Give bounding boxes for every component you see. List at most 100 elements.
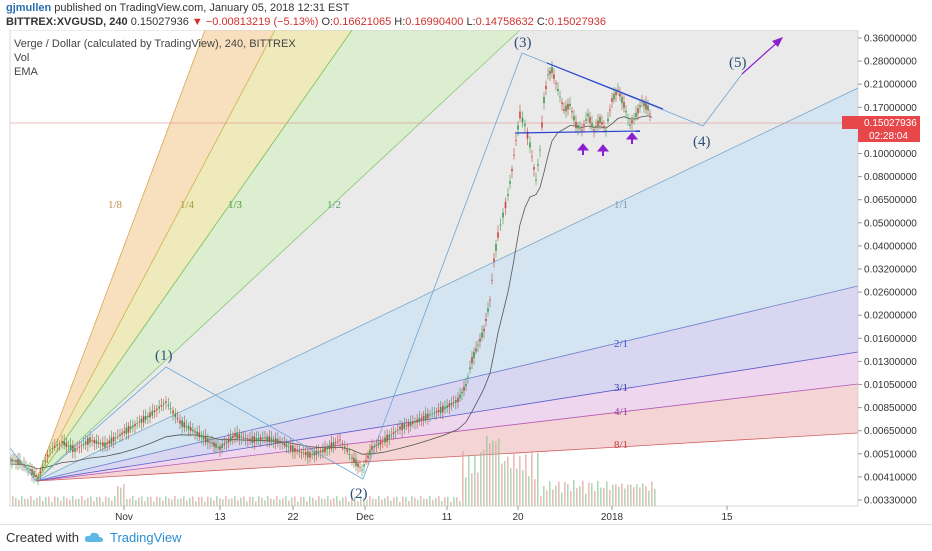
candle-body	[357, 463, 359, 468]
volume-bar	[249, 496, 251, 506]
volume-bar	[636, 484, 638, 506]
volume-bar	[621, 483, 623, 506]
volume-bar	[624, 488, 626, 506]
volume-bar	[192, 496, 194, 506]
candle-body	[487, 308, 489, 312]
volume-bar	[87, 497, 89, 506]
candle-body	[19, 459, 21, 465]
volume-bar	[609, 490, 611, 506]
candle-body	[593, 129, 595, 131]
candle-body	[215, 443, 217, 448]
candle-body	[194, 431, 196, 433]
x-tick-label: 20	[512, 512, 524, 523]
y-tick-label: 0.00650000	[864, 426, 917, 437]
candle-body	[575, 121, 577, 129]
volume-bar	[246, 501, 248, 506]
volume-bar	[120, 487, 122, 506]
candle-body	[209, 441, 211, 443]
volume-bar	[411, 496, 413, 506]
candle-body	[609, 109, 611, 111]
candle-body	[647, 105, 649, 111]
candle-body	[78, 446, 81, 448]
volume-bar	[42, 500, 44, 506]
candle-body	[619, 93, 621, 97]
volume-bar	[15, 497, 17, 506]
volume-bar	[336, 496, 338, 506]
candle-body	[519, 111, 521, 119]
candle-body	[607, 118, 609, 122]
candle-body	[46, 454, 49, 457]
candle-body	[25, 466, 27, 468]
volume-bar	[198, 496, 200, 506]
fan-label-1-3: 1/3	[228, 199, 243, 211]
candle-body	[563, 109, 565, 111]
x-tick-label: 11	[442, 512, 453, 523]
tradingview-brand[interactable]: TradingView	[110, 530, 182, 545]
candle-body	[300, 452, 303, 453]
volume-bar	[162, 500, 164, 506]
candle-body	[502, 212, 504, 218]
candle-body	[49, 449, 51, 451]
volume-bar	[585, 493, 587, 506]
candle-body	[589, 117, 591, 123]
volume-bar	[543, 486, 545, 506]
x-axis[interactable]: Nov 13 22 Dec 11 20 2018 15	[115, 506, 733, 523]
candle-body	[65, 442, 68, 447]
candle-body	[102, 442, 104, 447]
candle-body	[493, 258, 495, 262]
author-link[interactable]: gjmullen	[6, 2, 52, 14]
candle-body	[463, 386, 465, 391]
volume-bar	[117, 486, 119, 506]
volume-bar	[498, 438, 500, 506]
candle-body	[559, 96, 561, 98]
volume-bar	[201, 496, 203, 506]
price-chart[interactable]: 1/8 1/4 1/3 1/2 1/1 2/1 3/1 4/1 8/1 (1) …	[0, 30, 932, 524]
volume-bar	[420, 496, 422, 506]
volume-bar	[156, 496, 158, 506]
candle-body	[448, 403, 451, 408]
candle-body	[581, 129, 583, 131]
candle-body	[469, 367, 471, 370]
volume-bar	[189, 497, 191, 506]
candle-body	[217, 446, 219, 448]
volume-bar	[312, 497, 314, 506]
candle-body	[363, 464, 365, 467]
volume-bar	[534, 479, 536, 506]
volume-bar	[333, 498, 335, 506]
left-trend-line	[10, 447, 37, 482]
last-price: 0.15027936	[130, 16, 189, 28]
y-tick-label: 0.02600000	[864, 288, 917, 299]
volume-bar	[480, 452, 482, 506]
candle-body	[151, 410, 154, 416]
candle-body	[51, 448, 54, 449]
volume-bar	[147, 497, 149, 506]
candle-body	[420, 418, 423, 420]
fan-labels: 1/8 1/4 1/3 1/2 1/1 2/1 3/1 4/1 8/1	[108, 199, 628, 451]
candle-body	[517, 125, 519, 130]
candle-body	[399, 426, 401, 430]
volume-bar	[99, 496, 101, 506]
legend-vol: Vol	[14, 52, 29, 64]
candle-body	[348, 454, 351, 455]
candle-body	[147, 415, 149, 418]
candle-body	[452, 402, 455, 404]
y-axis[interactable]: 0.36000000 0.28000000 0.21000000 0.17000000…	[858, 34, 917, 507]
y-tick-label: 0.00510000	[864, 449, 917, 460]
candle-body	[384, 437, 386, 443]
y-tick-label: 0.10000000	[864, 149, 917, 160]
volume-bar	[54, 496, 56, 506]
y-tick-label: 0.00850000	[864, 403, 917, 414]
volume-bar	[111, 500, 113, 506]
candle-body	[232, 435, 234, 438]
candle-body	[623, 102, 625, 108]
volume-bar	[405, 497, 407, 506]
volume-bar	[372, 498, 374, 506]
candle-body	[547, 74, 549, 76]
candle-body	[192, 429, 194, 432]
volume-bar	[588, 482, 590, 506]
candle-body	[359, 467, 361, 469]
candle-body	[319, 450, 322, 453]
volume-bar	[210, 497, 212, 506]
candle-body	[27, 467, 29, 469]
candle-body	[617, 89, 619, 91]
